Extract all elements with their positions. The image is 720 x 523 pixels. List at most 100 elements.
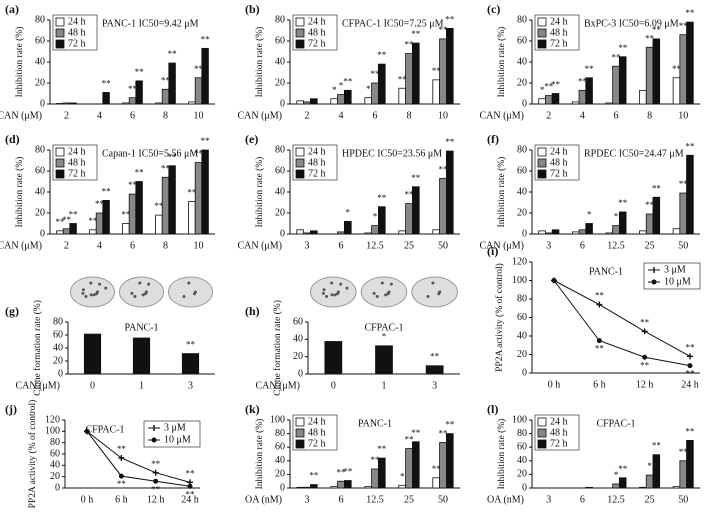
chart-title: CFPAC-1	[596, 418, 635, 429]
significance-label: **	[186, 468, 196, 478]
colony	[182, 294, 186, 298]
marker	[687, 363, 693, 369]
x-tick-label: 6	[614, 110, 619, 121]
x-tick-label: 6	[130, 110, 135, 121]
significance-label: **	[154, 201, 164, 211]
significance-label: **	[151, 484, 161, 494]
bar	[639, 486, 647, 489]
bar	[132, 337, 151, 374]
significance-label: *	[614, 212, 619, 222]
legend-label: 24 h	[68, 146, 86, 157]
y-tick-label: 20	[35, 207, 45, 218]
y-tick-label: 40	[517, 186, 527, 197]
bar	[102, 199, 110, 235]
legend-label: 48 h	[550, 27, 568, 38]
legend-swatch	[295, 147, 305, 157]
bar	[303, 232, 311, 235]
x-tick-label: 25	[404, 240, 414, 251]
bar	[551, 93, 560, 105]
x-tick-label: 6	[130, 240, 135, 251]
y-tick-label: 80	[517, 14, 527, 25]
significance-label: **	[121, 210, 131, 220]
y-tick-label: 100	[270, 414, 285, 425]
bar	[122, 102, 130, 105]
panel-label: (e)	[245, 132, 258, 146]
bar	[672, 486, 681, 489]
y-axis-label: Inhibition rate (%)	[14, 157, 25, 228]
significance-label: **	[161, 163, 171, 173]
significance-label: **	[405, 40, 415, 50]
bar	[168, 165, 176, 235]
significance-label: **	[686, 369, 696, 379]
y-axis-label: Inhibition rate (%)	[254, 419, 265, 490]
bar	[652, 196, 661, 235]
dish-image	[118, 276, 165, 308]
colony	[192, 292, 196, 296]
x-tick-label: 2	[305, 110, 310, 121]
x-tick-label: 6 h	[115, 494, 128, 505]
chart-title: PANC-1 IC50=9.42 μM	[102, 18, 199, 29]
colony	[147, 282, 151, 286]
significance-label: **	[439, 25, 449, 35]
bar	[194, 162, 203, 235]
y-tick-label: 40	[517, 56, 527, 67]
panel-label: (l)	[487, 402, 498, 416]
bar	[571, 231, 580, 235]
colony	[330, 293, 334, 297]
bar	[69, 102, 77, 105]
y-axis-label: Clone formation rate (%)	[32, 300, 43, 396]
marker	[596, 301, 603, 308]
colony	[133, 294, 137, 298]
bar	[585, 486, 593, 489]
bar	[303, 101, 311, 105]
legend-swatch	[55, 169, 65, 179]
bar	[545, 95, 553, 105]
significance-label: **	[309, 471, 319, 481]
x-axis-label: OA (nM)	[487, 494, 524, 505]
y-tick-label: 40	[275, 455, 285, 466]
legend-swatch	[537, 39, 547, 49]
y-tick-label: 100	[512, 414, 527, 425]
bar	[181, 353, 200, 374]
bar	[128, 193, 137, 235]
x-axis-label: CAN (μM)	[0, 240, 42, 251]
bar	[672, 228, 681, 235]
bar	[102, 92, 110, 105]
y-tick-label: 120	[45, 414, 60, 425]
y-tick-label: 20	[517, 349, 527, 360]
bar	[161, 88, 170, 105]
panel-label: (d)	[5, 132, 20, 146]
x-tick-label: 24 h	[681, 379, 699, 390]
colony	[141, 293, 145, 297]
colony	[130, 291, 134, 295]
colony	[92, 293, 96, 297]
legend-box	[534, 144, 580, 181]
bar	[439, 177, 447, 235]
legend-swatch	[537, 439, 547, 449]
y-tick-label: 80	[35, 14, 45, 25]
legend-marker	[151, 437, 157, 443]
bar	[330, 98, 338, 105]
bar	[69, 223, 77, 235]
bar	[161, 176, 170, 235]
marker	[641, 328, 648, 335]
x-tick-label: 50	[438, 494, 448, 505]
significance-label: **	[55, 217, 65, 227]
chart-title: CFPAC-1	[364, 322, 403, 333]
colony	[335, 292, 339, 296]
legend-label: 48 h	[550, 157, 568, 168]
bar	[432, 229, 440, 235]
y-tick-label: 20	[50, 471, 60, 482]
legend-swatch	[55, 17, 65, 27]
y-tick-label: 40	[35, 186, 45, 197]
significance-label: **	[612, 52, 622, 62]
legend-box	[292, 14, 338, 51]
significance-label: **	[595, 291, 605, 301]
significance-label: **	[618, 198, 628, 208]
y-axis-label: Inhibition rate (%)	[254, 27, 265, 98]
line	[553, 280, 691, 367]
bar	[645, 213, 654, 235]
x-tick-label: 0	[90, 380, 95, 391]
legend-label: 48 h	[308, 427, 326, 438]
significance-label: **	[102, 186, 112, 196]
